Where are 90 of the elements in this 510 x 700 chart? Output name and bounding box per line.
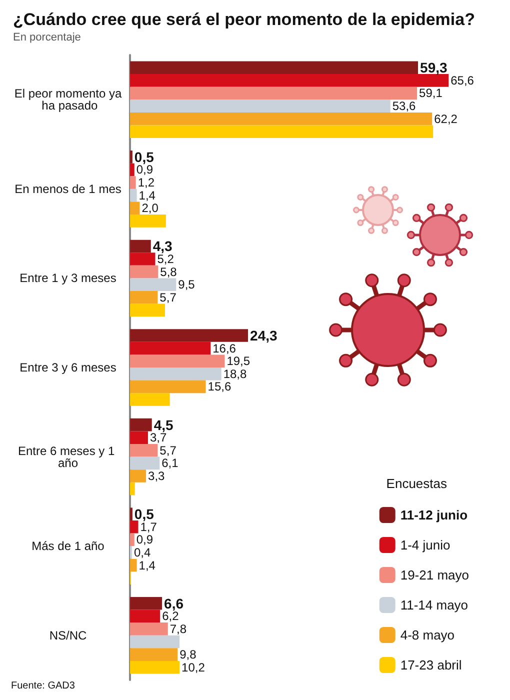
data-label: 3,3 (148, 468, 166, 483)
bar (130, 456, 160, 470)
data-label: 59,1 (419, 86, 443, 100)
bar (130, 74, 449, 87)
bar (130, 240, 151, 253)
data-label: 24,3 (250, 328, 278, 344)
bar (130, 648, 178, 661)
bar (130, 660, 180, 674)
data-label: 5,8 (160, 264, 178, 279)
data-label: 53,6 (392, 99, 416, 114)
legend-label: 11-14 mayo (400, 598, 468, 612)
bar (130, 278, 176, 292)
y-tick-label: En menos de 1 mes (14, 182, 122, 196)
legend-label: 4-8 mayo (400, 628, 455, 642)
chart-title: ¿Cuándo cree que será el peor momento de la epidemia? (13, 10, 475, 29)
bar (130, 304, 165, 317)
bar (130, 214, 166, 228)
bar (130, 635, 180, 648)
legend-title: Encuestas (386, 476, 448, 491)
data-label: 7,8 (170, 622, 187, 636)
data-label: 4,3 (152, 238, 173, 254)
y-tick-label: Más de 1 año (32, 539, 105, 554)
data-label: 9,5 (178, 278, 196, 292)
y-tick-label: El peor momento ya ha pasado (14, 86, 122, 113)
bar (130, 431, 148, 444)
data-label: 4,5 (154, 416, 174, 433)
bar (130, 163, 134, 176)
chart-subtitle: En porcentaje (13, 32, 81, 44)
bar (130, 470, 146, 482)
data-label: 5,7 (160, 290, 177, 304)
bar (130, 86, 418, 100)
data-label: 16,6 (212, 341, 236, 356)
data-label: 6,6 (164, 595, 184, 612)
data-label: 1,7 (140, 520, 158, 534)
y-tick-label: Entre 1 y 3 meses (20, 271, 116, 286)
source-note: Fuente: GAD3 (11, 680, 76, 692)
bar (130, 368, 222, 380)
bar (130, 393, 170, 406)
bar (130, 558, 137, 572)
legend-label: 17-23 abril (400, 658, 462, 672)
bar (130, 188, 137, 202)
bar (130, 202, 140, 215)
bar (130, 354, 225, 368)
data-label: 10,2 (182, 660, 206, 674)
data-label: 65,6 (450, 73, 474, 88)
bar (130, 596, 162, 610)
y-tick-label: NS/NC (49, 628, 87, 642)
bar (130, 125, 434, 138)
data-label: 0,4 (134, 545, 151, 560)
bar (130, 112, 432, 126)
data-label: 0,9 (136, 162, 154, 177)
y-tick-label: Entre 6 meses y 1 año (18, 444, 118, 470)
data-label: 1,4 (138, 188, 156, 202)
bar (130, 176, 136, 189)
data-label: 6,2 (162, 609, 180, 624)
bar (130, 265, 158, 278)
data-label: 6,1 (162, 456, 179, 470)
data-label: 0,9 (136, 532, 154, 547)
legend-label: 1-4 junio (400, 538, 450, 552)
data-label: 5,2 (157, 252, 174, 266)
data-label: 19,5 (226, 354, 250, 368)
data-label: 18,8 (223, 366, 247, 381)
bar (130, 380, 206, 394)
data-label: 0,5 (134, 506, 154, 522)
data-label: 0,5 (134, 148, 154, 165)
bar (130, 622, 168, 636)
data-label: 1,2 (138, 176, 155, 190)
bar (130, 444, 158, 457)
bar (130, 533, 134, 546)
data-label: 2,0 (142, 201, 159, 216)
bar (130, 100, 390, 112)
bar (130, 252, 156, 266)
bar (130, 482, 135, 496)
bar (130, 418, 152, 432)
data-label: 9,8 (180, 648, 197, 662)
data-label: 59,3 (420, 60, 448, 76)
bar (130, 610, 160, 623)
bar (130, 329, 248, 342)
bar (130, 342, 211, 355)
data-label: 15,6 (208, 380, 232, 394)
bar (130, 520, 138, 534)
legend-label: 19-21 mayo (400, 568, 470, 582)
bar (130, 291, 158, 304)
data-label: 3,7 (150, 430, 167, 445)
y-tick-label: Entre 3 y 6 meses (20, 360, 116, 374)
legend-label: 11-12 junio (400, 508, 468, 522)
bar (130, 61, 418, 74)
data-label: 62,2 (434, 112, 458, 126)
data-label: 1,4 (138, 558, 156, 572)
data-label: 5,7 (160, 443, 177, 458)
